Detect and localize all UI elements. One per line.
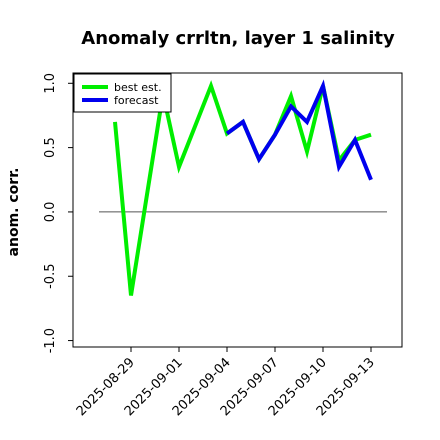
legend-label: best est. xyxy=(114,81,162,94)
legend-box xyxy=(73,73,172,113)
y-axis: -1.0 -0.5 0.0 0.5 1.0 xyxy=(43,73,73,353)
y-tick-label: 1.0 xyxy=(43,73,58,94)
legend: best est.forecast xyxy=(73,73,172,113)
series-line-best-est- xyxy=(113,80,372,296)
y-tick-label: 0.5 xyxy=(43,137,58,158)
y-tick-label: -0.5 xyxy=(43,264,58,289)
y-tick-label: -1.0 xyxy=(43,328,58,353)
series-line-forecast xyxy=(225,79,373,181)
y-tick-label: 0.0 xyxy=(43,202,58,223)
plot-frame xyxy=(72,72,403,348)
chart-title: Anomaly crrltn, layer 1 salinity xyxy=(81,28,395,49)
legend-label: forecast xyxy=(114,94,159,107)
series-layer xyxy=(113,79,373,296)
y-axis-label: anom. corr. xyxy=(6,168,22,257)
x-axis: 2025-08-292025-09-012025-09-042025-09-07… xyxy=(74,347,378,419)
